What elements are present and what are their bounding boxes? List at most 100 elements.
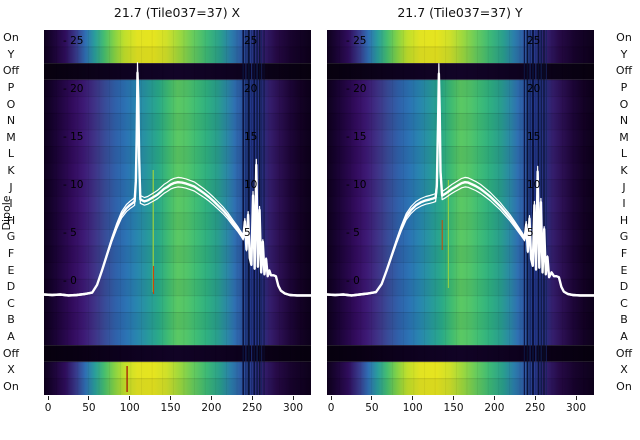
dipole-label-left: F [7,246,15,260]
dipole-label-right: L [620,147,628,161]
dipole-label-right: B [620,313,628,327]
x-tick-label-x: 250 [242,402,263,414]
dipole-label-right: On [616,31,632,45]
y-tick-label-right-x: 10 [244,179,258,191]
dipole-label-right: J [622,180,626,194]
y-tick-label-left-x: - 15 [63,131,84,143]
bandpass-line-y [327,64,594,296]
x-tick-label-x: 150 [160,402,181,414]
x-tick-label-x: 100 [119,402,140,414]
x-tick-label-y: 200 [484,402,505,414]
dipole-label-left: X [7,363,15,377]
x-tick-label-y: 100 [402,402,423,414]
dipole-label-right: Off [615,64,633,78]
dipole-label-right: C [620,296,628,310]
dipole-label-left: Y [7,47,15,61]
heatmap-canvas-x [44,30,311,395]
y-tick-label-left-y: - 20 [346,83,367,95]
plot-title-x: 21.7 (Tile037=37) X [113,5,241,20]
dipole-label-left: Off [2,346,20,360]
x-tick-mark-x [210,396,212,400]
dipole-label-left: K [7,164,15,178]
x-tick-mark-x [47,396,49,400]
dipole-label-left: B [7,313,15,327]
x-tick-label-y: 300 [566,402,587,414]
dipole-label-right: E [620,263,628,277]
dipole-label-right: D [619,280,629,294]
x-tick-mark-y [371,396,373,400]
dipole-label-right: On [616,379,632,393]
dipole-label-left: C [7,296,15,310]
x-tick-label-x: 300 [283,402,304,414]
dipole-label-right: Off [615,346,633,360]
y-tick-label-left-x: - 10 [63,179,84,191]
y-tick-label-left-x: - 20 [63,83,84,95]
dipole-label-left: I [9,197,13,211]
dipole-label-left: A [7,329,15,343]
x-tick-label-y: 50 [365,402,379,414]
x-tick-label-y: 250 [525,402,546,414]
dipole-label-right: A [620,329,628,343]
dipole-label-right: N [619,114,629,128]
dipole-label-right: H [619,213,629,227]
y-tick-label-left-y: - 15 [346,131,367,143]
dipole-label-left: P [7,81,15,95]
y-tick-label-left-y: - 0 [346,275,360,287]
x-tick-mark-x [170,396,172,400]
dipole-label-left: M [6,130,16,144]
x-tick-mark-y [453,396,455,400]
dipole-label-left: D [6,280,16,294]
dipole-label-left: On [3,31,19,45]
dipole-label-left: E [7,263,15,277]
dipole-label-right: M [619,130,629,144]
x-tick-mark-y [575,396,577,400]
dipole-label-right: X [620,363,628,377]
dipole-label-left: O [6,97,16,111]
x-tick-mark-x [292,396,294,400]
y-tick-label-right-x: 20 [244,83,258,95]
y-tick-label-right-y: 10 [527,179,541,191]
x-tick-mark-y [534,396,536,400]
y-tick-label-left-y: - 10 [346,179,367,191]
x-tick-label-x: 200 [201,402,222,414]
x-tick-mark-x [129,396,131,400]
y-tick-label-right-x: 5 [244,227,251,239]
dipole-label-right: F [620,246,628,260]
heatmap-plot-x [44,30,311,395]
x-tick-mark-y [330,396,332,400]
dipole-label-left: L [7,147,15,161]
dipole-label-right: G [619,230,629,244]
bandpass-line-x [44,63,311,296]
dipole-label-right: K [620,164,628,178]
heatmap-canvas-y [327,30,594,395]
y-tick-label-left-y: - 25 [346,35,367,47]
heatmap-plot-y [327,30,594,395]
x-tick-mark-x [251,396,253,400]
y-tick-label-right-y: 20 [527,83,541,95]
dipole-label-left: J [9,180,13,194]
plot-title-y: 21.7 (Tile037=37) Y [397,5,523,20]
dipole-label-left: Off [2,64,20,78]
dipole-label-left: H [6,213,16,227]
x-tick-label-x: 0 [44,402,52,414]
y-tick-label-right-y: 25 [527,35,541,47]
y-tick-label-left-y: - 5 [346,227,360,239]
dipole-label-left: G [6,230,16,244]
dipole-label-left: N [6,114,16,128]
x-tick-label-y: 0 [327,402,335,414]
dipole-label-right: Y [620,47,628,61]
x-tick-mark-y [412,396,414,400]
dipole-label-left: On [3,379,19,393]
y-tick-label-right-x: 25 [244,35,258,47]
y-tick-label-right-y: 5 [527,227,534,239]
y-tick-label-left-x: - 0 [63,275,77,287]
dipole-label-right: O [619,97,629,111]
x-tick-label-y: 150 [443,402,464,414]
x-tick-mark-x [88,396,90,400]
y-tick-label-left-x: - 5 [63,227,77,239]
y-tick-label-right-y: 15 [527,131,541,143]
x-tick-mark-y [493,396,495,400]
y-tick-label-right-x: 15 [244,131,258,143]
dipole-label-right: I [622,197,626,211]
